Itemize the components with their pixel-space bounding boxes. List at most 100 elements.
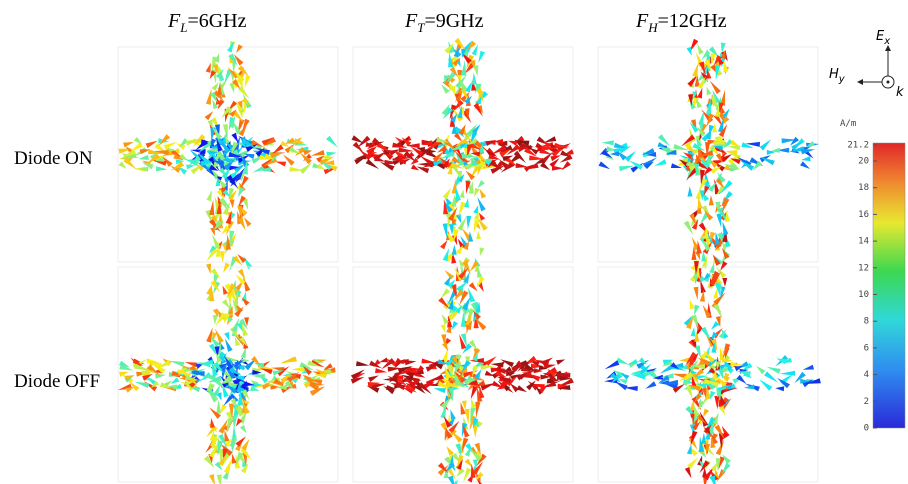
current-arrow	[454, 47, 459, 57]
current-arrow	[311, 150, 325, 156]
current-arrow	[260, 368, 272, 374]
current-arrow	[225, 338, 233, 352]
current-arrow	[236, 44, 243, 53]
current-arrow	[696, 186, 702, 199]
current-arrow	[472, 73, 477, 85]
current-arrow	[326, 136, 338, 148]
current-arrow	[476, 231, 481, 239]
current-arrow	[803, 365, 814, 370]
current-arrow	[245, 75, 251, 88]
current-arrow	[703, 409, 709, 418]
current-arrow	[276, 162, 287, 167]
current-arrow	[711, 166, 722, 174]
current-arrow	[368, 375, 379, 382]
current-arrow	[602, 140, 614, 145]
current-arrow	[464, 198, 469, 208]
current-arrow	[270, 153, 283, 158]
current-arrow	[556, 359, 565, 365]
current-arrow	[452, 245, 457, 255]
page: FL=6GHz FT=9GHz FH=12GHz Diode ON Diode …	[0, 0, 908, 484]
current-arrow	[377, 143, 389, 152]
current-arrow	[138, 155, 149, 160]
current-arrow	[643, 157, 658, 168]
row-label: Diode OFF	[14, 371, 100, 392]
current-arrow	[756, 366, 765, 374]
colorbar-tick-label: 10	[858, 290, 869, 300]
colorbar-tick-label: 18	[858, 183, 869, 193]
current-arrow	[185, 362, 198, 367]
current-arrow	[215, 329, 224, 344]
current-arrow	[209, 200, 214, 215]
current-arrow	[473, 205, 478, 214]
current-arrow	[455, 186, 461, 201]
current-arrow	[710, 81, 721, 95]
current-arrow	[722, 248, 730, 259]
current-arrow	[709, 195, 714, 205]
current-arrow	[780, 371, 796, 376]
current-arrow	[440, 240, 448, 249]
current-arrow	[231, 441, 236, 453]
current-arrow	[216, 400, 221, 414]
current-arrow	[475, 402, 480, 418]
current-arrow	[230, 83, 235, 94]
current-arrow	[764, 371, 778, 382]
current-arrow	[776, 358, 786, 364]
colorbar-tick-label: 20	[858, 157, 869, 167]
current-arrow	[725, 210, 730, 222]
current-arrow	[605, 360, 620, 369]
current-arrow	[713, 289, 718, 299]
h-label: Hy	[829, 67, 846, 85]
current-arrow	[461, 60, 466, 75]
current-arrow	[443, 188, 451, 200]
current-arrow	[230, 200, 235, 209]
current-arrow	[134, 137, 142, 144]
current-arrow	[697, 240, 702, 254]
current-arrow	[443, 223, 448, 238]
current-arrow	[654, 159, 666, 166]
colorbar-ticks: 0246810121416182021.2	[847, 141, 877, 434]
current-arrow	[275, 385, 287, 390]
column-title: FL=6GHz	[167, 10, 247, 35]
current-arrow	[800, 161, 810, 169]
colorbar-tick-label: 8	[864, 317, 869, 327]
axes-icon: Ex Hy k	[829, 29, 904, 100]
current-plots	[118, 38, 821, 484]
current-arrow	[540, 162, 550, 170]
current-arrow	[458, 202, 466, 218]
current-arrow	[645, 381, 656, 389]
current-arrow	[156, 166, 167, 171]
current-arrow	[224, 332, 229, 341]
current-arrow	[722, 221, 728, 235]
current-arrow	[524, 163, 538, 170]
current-arrow	[478, 180, 485, 188]
current-arrow	[460, 190, 465, 199]
current-arrow	[468, 231, 473, 242]
current-arrow	[711, 321, 719, 330]
current-arrow	[478, 51, 485, 63]
current-arrow	[767, 367, 781, 374]
current-arrow	[722, 463, 731, 475]
current-arrow	[700, 280, 706, 293]
current-arrow	[737, 375, 747, 384]
current-arrow	[456, 245, 464, 255]
current-arrow	[562, 161, 571, 170]
current-arrow	[451, 431, 463, 443]
current-arrow	[479, 189, 486, 199]
current-arrow	[223, 263, 230, 273]
current-arrow	[474, 188, 480, 197]
current-arrow	[688, 186, 693, 196]
current-arrow	[759, 379, 772, 391]
current-arrow	[508, 141, 518, 146]
current-arrow	[477, 197, 485, 211]
current-arrow	[694, 287, 699, 300]
current-arrow	[450, 86, 455, 96]
current-arrow	[691, 315, 698, 330]
k-label: k	[896, 85, 904, 100]
current-arrow	[303, 150, 312, 155]
e-label: Ex	[876, 29, 890, 47]
current-arrow	[217, 474, 222, 484]
colorbar-unit: A/m	[840, 119, 856, 129]
current-arrow	[244, 217, 252, 226]
k-dot	[887, 81, 890, 84]
current-arrow	[728, 145, 741, 150]
